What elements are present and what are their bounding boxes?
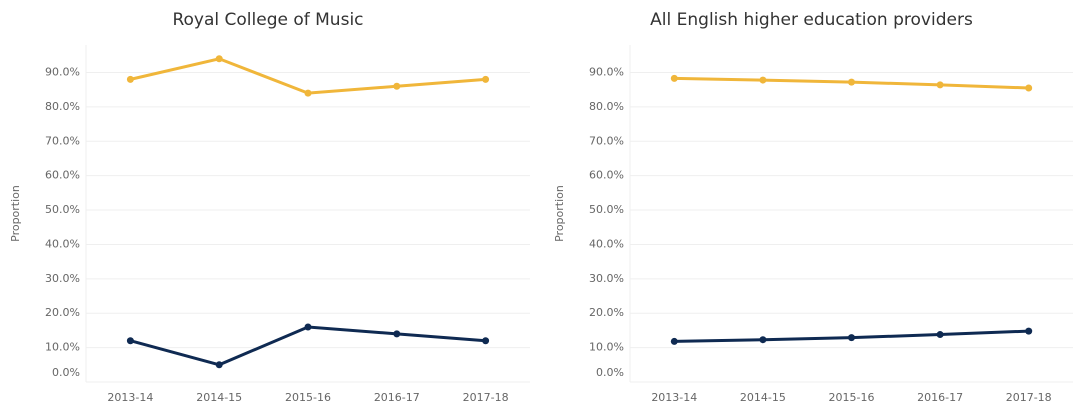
y-tick-label: 20.0% xyxy=(45,306,80,319)
point xyxy=(848,78,855,86)
y-tick-label: 90.0% xyxy=(45,66,80,79)
point xyxy=(936,331,944,339)
y-tick-label: 30.0% xyxy=(589,272,624,285)
point xyxy=(1025,327,1033,335)
x-tick-label: 2016-17 xyxy=(374,391,420,404)
y-tick-label: 0.0% xyxy=(596,366,624,379)
y-tick-label: 30.0% xyxy=(45,272,80,285)
point xyxy=(848,334,855,342)
y-tick-label: 50.0% xyxy=(589,203,624,216)
point xyxy=(126,337,134,345)
x-tick-label: 2015-16 xyxy=(829,391,875,404)
point xyxy=(215,361,223,369)
x-tick-label: 2013-14 xyxy=(651,391,697,404)
point xyxy=(393,82,401,90)
point xyxy=(482,75,490,83)
x-tick-label: 2014-15 xyxy=(740,391,786,404)
x-tick-label: 2017-18 xyxy=(1006,391,1052,404)
line xyxy=(130,57,486,95)
point xyxy=(759,336,767,344)
point xyxy=(759,76,767,84)
y-tick-label: 20.0% xyxy=(589,306,624,319)
y-tick-label: 40.0% xyxy=(45,237,80,250)
y-tick-label: 60.0% xyxy=(589,169,624,182)
point xyxy=(304,89,312,97)
x-tick-label: 2014-15 xyxy=(196,391,242,404)
point xyxy=(393,330,401,338)
y-axis-label: Proportion xyxy=(9,185,22,242)
y-tick-label: 80.0% xyxy=(45,100,80,113)
y-tick-label: 80.0% xyxy=(589,100,624,113)
line xyxy=(130,325,486,367)
y-axis-label: Proportion xyxy=(553,185,566,242)
x-tick-label: 2017-18 xyxy=(463,391,509,404)
y-tick-label: 40.0% xyxy=(589,237,624,250)
y-tick-label: 0.0% xyxy=(52,366,80,379)
point xyxy=(670,74,678,82)
point xyxy=(304,323,312,331)
point xyxy=(670,337,678,345)
x-tick-label: 2016-17 xyxy=(917,391,963,404)
y-tick-label: 10.0% xyxy=(45,341,80,354)
y-tick-label: 10.0% xyxy=(589,341,624,354)
x-tick-label: 2015-16 xyxy=(285,391,331,404)
y-tick-label: 60.0% xyxy=(45,169,80,182)
y-tick-label: 50.0% xyxy=(45,203,80,216)
x-tick-label: 2013-14 xyxy=(107,391,153,404)
point xyxy=(482,337,490,345)
chart-title: Royal College of Music xyxy=(172,10,363,30)
y-tick-label: 70.0% xyxy=(45,134,80,147)
point xyxy=(215,55,223,63)
point xyxy=(126,75,134,83)
y-tick-label: 70.0% xyxy=(589,134,624,147)
y-tick-label: 90.0% xyxy=(589,66,624,79)
point xyxy=(936,81,944,89)
chart-title: All English higher education providers xyxy=(650,10,973,30)
point xyxy=(1025,84,1033,92)
